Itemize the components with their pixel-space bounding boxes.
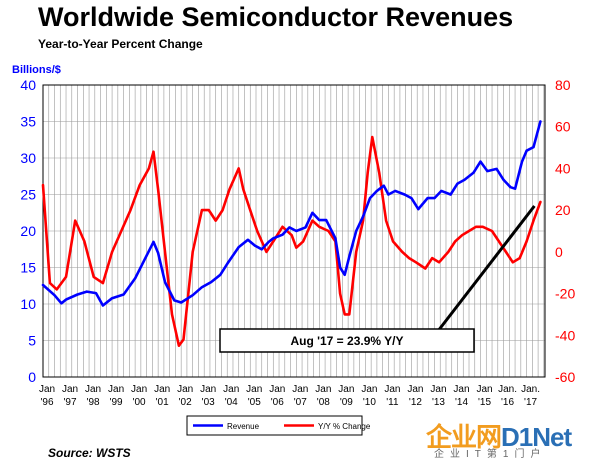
y2-tick-label: 80 [555,77,571,93]
x-tick-label: Jan [246,384,262,395]
x-tick-label: '13 [432,397,445,408]
x-tick-label: Jan [39,384,55,395]
x-tick-label: Jan [223,384,239,395]
axes: 0 5 10 15 20 25 30 35 40 -60 -40 -20 0 20 40 60 80 Billio… [12,64,575,408]
y-tick-label: 35 [20,114,36,130]
source-note: Source: WSTS [48,446,131,460]
series-line-yoy-change [41,135,542,348]
x-tick-label: '16 [501,397,514,408]
watermark-sub: 企业IT第1门户 [434,449,547,460]
x-tick-label: '10 [363,397,376,408]
x-tick-label: '14 [455,397,468,408]
x-tick-label: Jan [85,384,101,395]
legend: Revenue Y/Y % Change [186,415,371,436]
x-tick-label: '17 [524,397,537,408]
y2-tick-label: 0 [555,244,563,260]
annotation-text: Aug '17 = 23.9% Y/Y [290,334,403,348]
plot-frame [42,84,546,378]
y-tick-label: 40 [20,77,36,93]
y2-tick-label: -60 [555,369,575,385]
legend-label: Y/Y % Change [318,422,371,431]
annotation-box [219,328,475,353]
x-tick-label: '15 [478,397,491,408]
y-axis-title: Billions/$ [12,64,61,76]
x-tick-label: '99 [110,397,123,408]
y-tick-label: 10 [20,296,36,312]
x-tick-label: Jan [407,384,423,395]
x-tick-label: '01 [156,397,169,408]
x-tick-label: Jan [315,384,331,395]
x-tick-label: Jan [154,384,170,395]
y-tick-label: 30 [20,150,36,166]
y2-tick-label: -20 [555,286,575,302]
watermark-logo: 企业网D1Net 企业IT第1门户 [426,417,598,460]
y-tick-label: 5 [28,333,36,349]
y-tick-label: 0 [28,369,36,385]
x-tick-label: '04 [225,397,238,408]
x-tick-label: Jan [361,384,377,395]
x-tick-label: '96 [40,397,53,408]
annotation-layer: Aug '17 = 23.9% Y/Y [219,205,536,353]
x-tick-label: Jan [131,384,147,395]
annotation-pointer [436,205,536,332]
series-layer [41,120,542,348]
x-tick-label: '03 [202,397,215,408]
series-line-revenue [41,120,542,307]
x-tick-label: '02 [179,397,192,408]
x-tick-label: Jan [430,384,446,395]
x-tick-label: '08 [317,397,330,408]
y2-tick-label: 40 [555,160,571,176]
x-tick-label: '05 [248,397,261,408]
chart-subtitle: Year-to-Year Percent Change [38,37,203,51]
x-tick-label: Jan [269,384,285,395]
x-tick-label: Jan [384,384,400,395]
x-tick-label: Jan [200,384,216,395]
legend-label: Revenue [227,422,260,431]
x-tick-label: Jan [177,384,193,395]
y2-tick-label: 20 [555,202,571,218]
watermark-latin: D1Net [501,422,572,452]
x-tick-label: '07 [294,397,307,408]
x-tick-label: Jan [108,384,124,395]
x-tick-label: '98 [87,397,100,408]
x-tick-label: '12 [409,397,422,408]
y-tick-label: 20 [20,223,36,239]
x-tick-label: Jan [292,384,308,395]
y-tick-label: 25 [20,187,36,203]
x-tick-label: '97 [64,397,77,408]
y2-tick-label: 60 [555,119,571,135]
chart-title: Worldwide Semiconductor Revenues [38,2,514,32]
x-tick-label: '09 [340,397,353,408]
y-tick-label: 15 [20,260,36,276]
x-tick-label: Jan [476,384,492,395]
x-tick-label: '11 [386,397,399,408]
x-tick-label: '06 [271,397,284,408]
watermark-cn: 企业网 [426,422,502,452]
x-tick-label: Jan [453,384,469,395]
x-tick-label: Jan. [521,384,540,395]
y2-tick-label: -40 [555,327,575,343]
x-tick-label: Jan. [498,384,517,395]
x-tick-label: Jan [338,384,354,395]
x-tick-label: Jan [62,384,78,395]
legend-box [186,415,363,436]
x-tick-label: '00 [133,397,146,408]
